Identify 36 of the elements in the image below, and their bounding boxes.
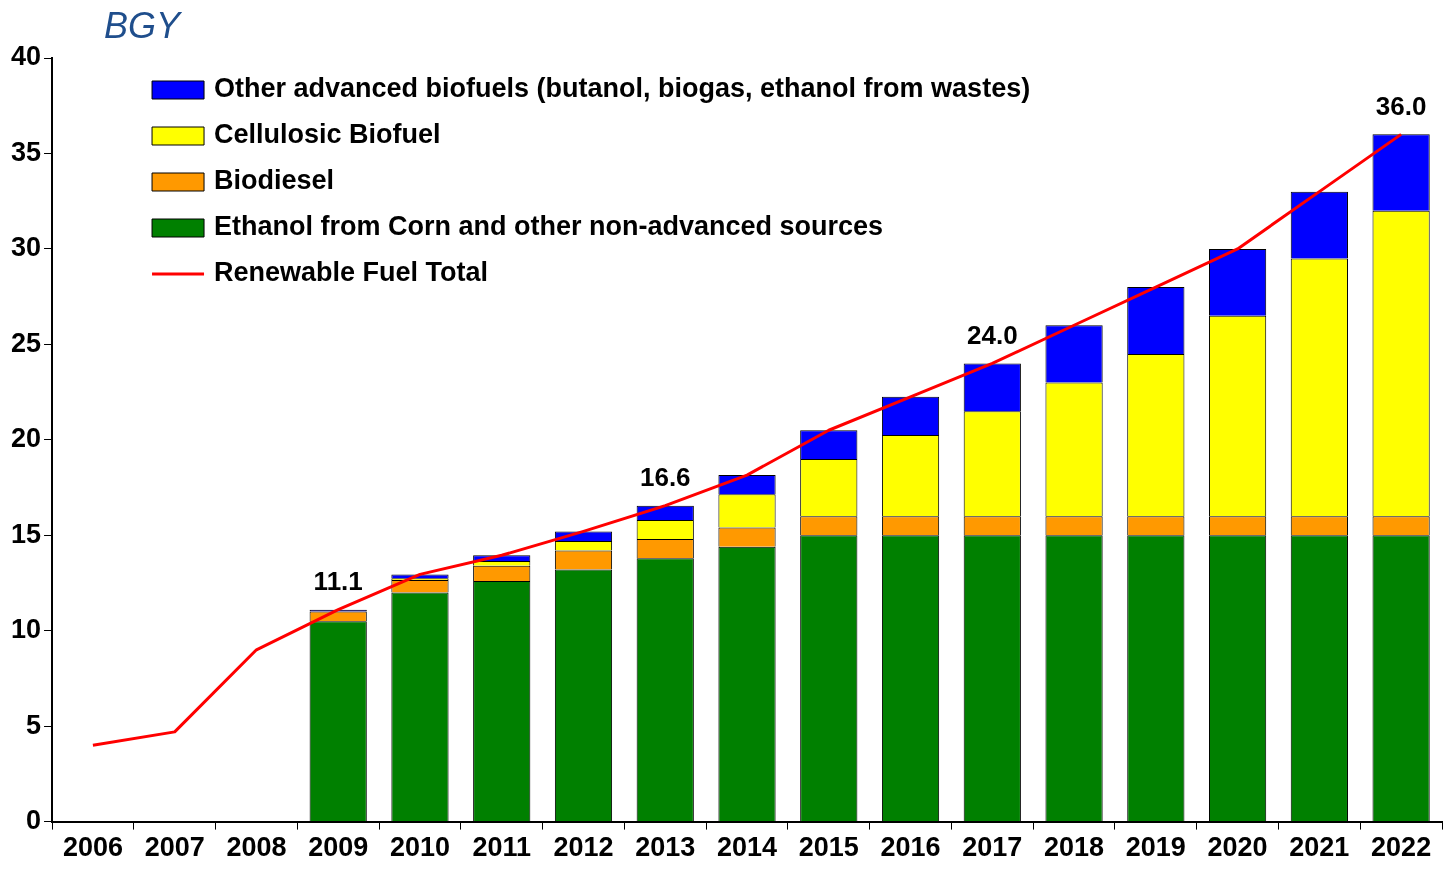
y-tick-label: 35 bbox=[10, 136, 42, 167]
y-tick-label: 10 bbox=[10, 614, 42, 645]
x-tick-label: 2018 bbox=[1044, 832, 1105, 863]
x-tick-label: 2012 bbox=[553, 832, 614, 863]
legend-label: Renewable Fuel Total bbox=[214, 257, 489, 288]
x-tick-label: 2009 bbox=[308, 832, 369, 863]
x-tick-label: 2019 bbox=[1125, 832, 1186, 863]
chart-title: BGY bbox=[104, 5, 184, 47]
x-tick-label: 2011 bbox=[472, 832, 532, 863]
x-tick-label: 2020 bbox=[1207, 832, 1268, 863]
legend-label: Biodiesel bbox=[214, 165, 335, 196]
y-tick-label: 5 bbox=[26, 709, 42, 740]
legend-label: Other advanced biofuels (butanol, biogas, ethanol from wastes) bbox=[214, 73, 1031, 104]
x-tick-label: 2022 bbox=[1371, 832, 1432, 863]
x-tick-label: 2013 bbox=[635, 832, 696, 863]
x-tick-label: 2008 bbox=[226, 832, 287, 863]
y-tick-label: 0 bbox=[26, 805, 42, 836]
x-tick-label: 2006 bbox=[62, 832, 123, 863]
y-tick-label: 30 bbox=[10, 232, 42, 263]
x-tick-label: 2007 bbox=[144, 832, 205, 863]
x-tick-label: 2017 bbox=[962, 832, 1023, 863]
y-tick-label: 20 bbox=[10, 423, 42, 454]
x-tick-label: 2015 bbox=[798, 832, 859, 863]
y-tick-label: 15 bbox=[10, 518, 42, 549]
x-tick-label: 2010 bbox=[389, 832, 450, 863]
x-tick-label: 2014 bbox=[716, 832, 778, 863]
x-tick-label: 2021 bbox=[1289, 832, 1350, 863]
annotation: 24.0 bbox=[967, 319, 1018, 350]
annotation: 11.1 bbox=[313, 565, 363, 596]
legend-label: Ethanol from Corn and other non-advanced sources bbox=[214, 211, 884, 242]
y-tick-label: 40 bbox=[10, 41, 42, 72]
x-tick-label: 2016 bbox=[880, 832, 941, 863]
y-tick-label: 25 bbox=[10, 327, 42, 358]
annotation: 36.0 bbox=[1375, 90, 1427, 121]
legend-label: Cellulosic Biofuel bbox=[214, 119, 441, 150]
annotation: 16.6 bbox=[639, 461, 691, 492]
